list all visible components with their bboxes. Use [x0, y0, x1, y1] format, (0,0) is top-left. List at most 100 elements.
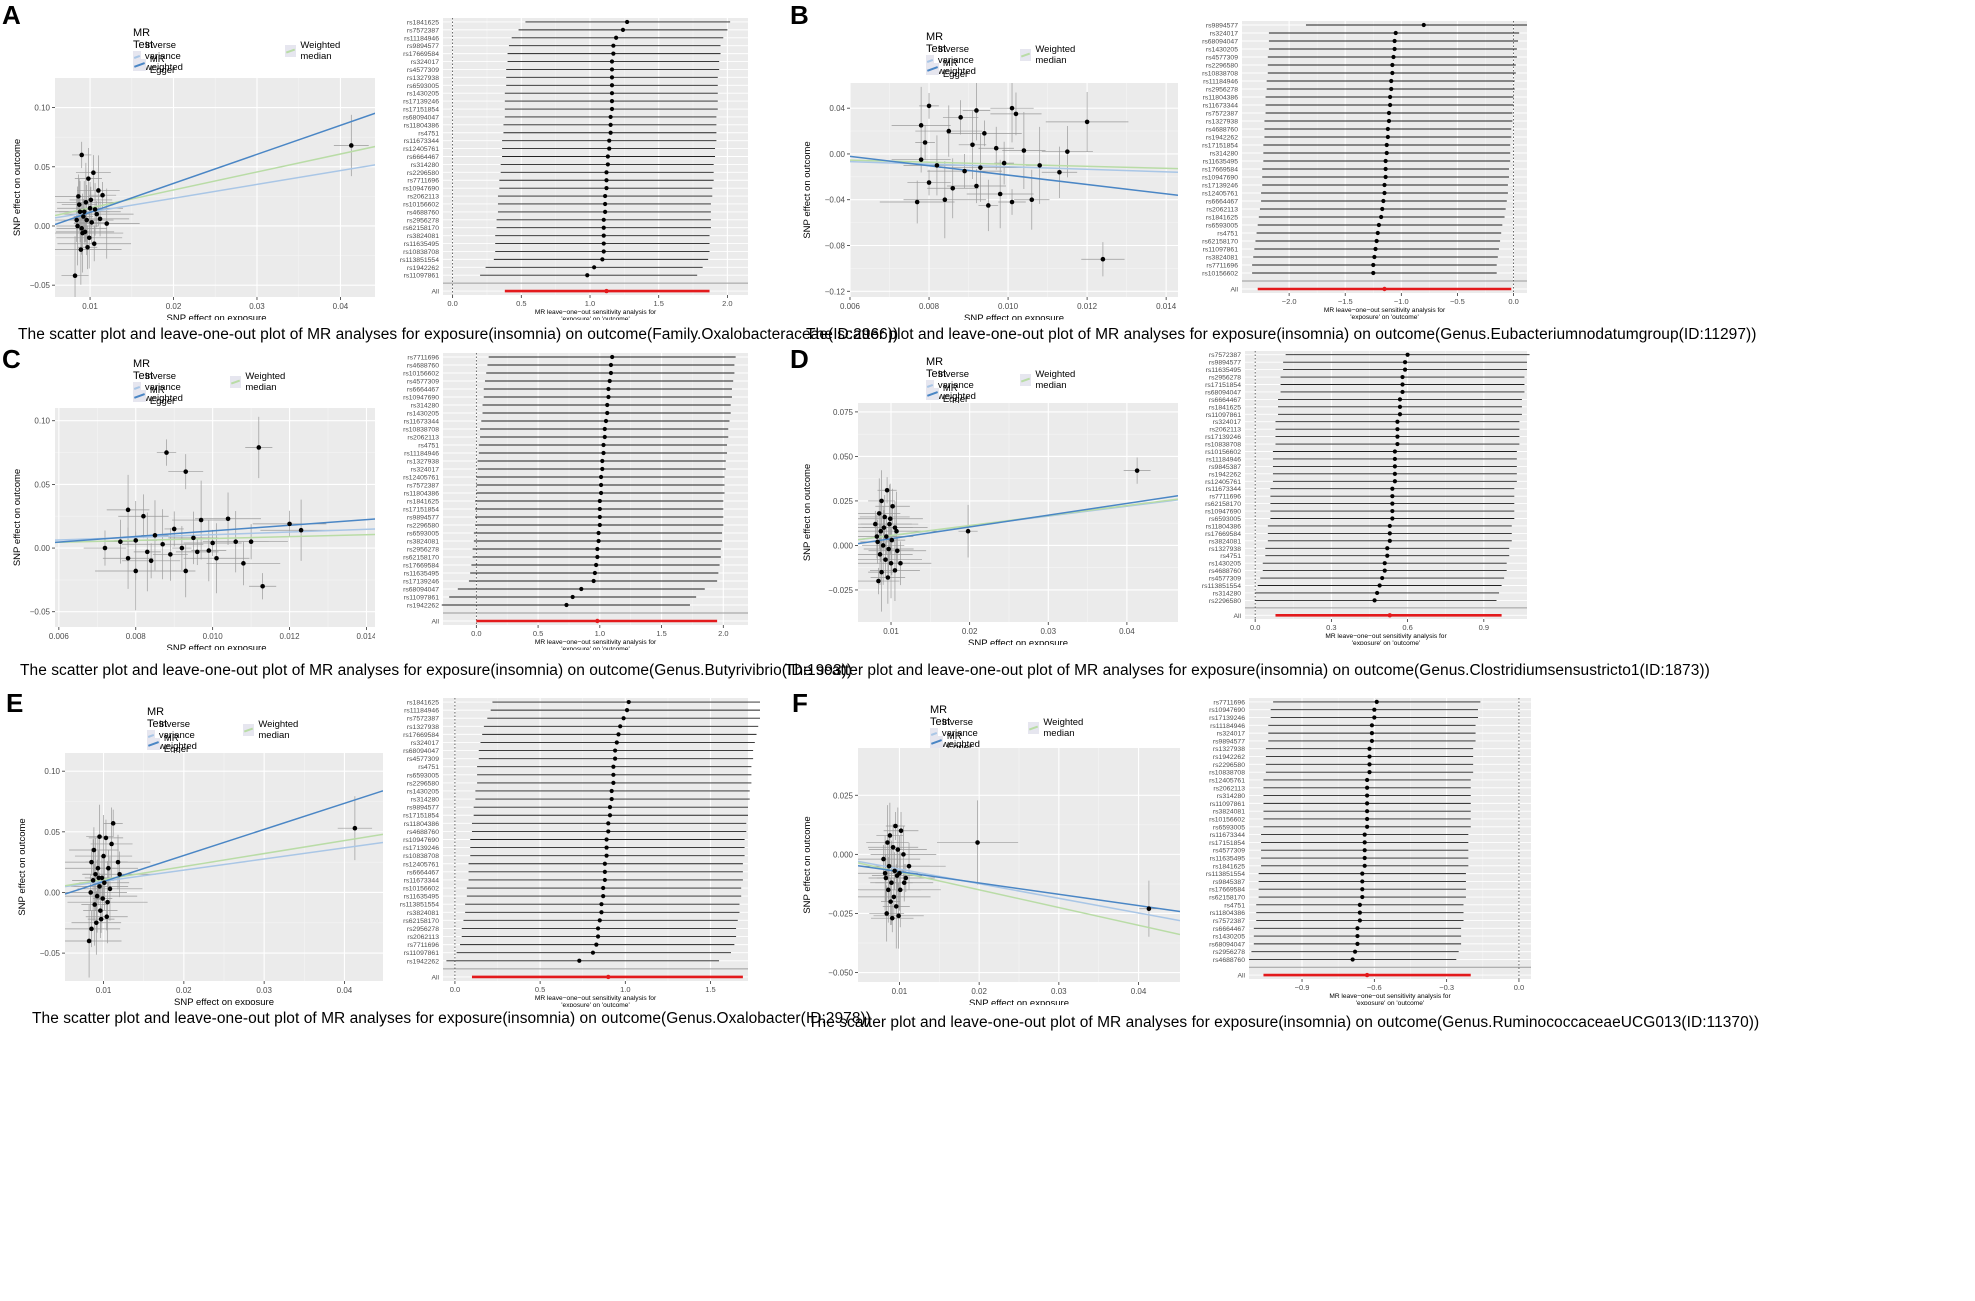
data-point	[97, 216, 103, 222]
snp-label: rs1430205	[407, 91, 439, 98]
scatter-chart-b: 0.006 0.008 0.010 0.012 0.014 −0.12 −0.08 −0.04…	[802, 83, 1178, 320]
snp-label: rs4577309	[1206, 55, 1238, 62]
data-point	[888, 899, 893, 904]
snp-label: rs17151854	[1209, 840, 1245, 847]
legend-wm: Weighted median	[1020, 44, 1082, 66]
estimate-point	[611, 43, 616, 48]
snp-label: rs10947690	[1205, 509, 1241, 516]
estimate-point	[1357, 918, 1362, 923]
plot-background	[1249, 698, 1531, 979]
legend-ivw: Inverse variance weighted	[926, 44, 986, 77]
snp-label: rs324017	[1210, 31, 1239, 38]
estimate-point	[607, 378, 612, 384]
data-point	[970, 142, 975, 148]
snp-label: rs1841625	[1206, 215, 1238, 222]
estimate-point	[1388, 94, 1393, 100]
estimate-point	[1397, 397, 1403, 402]
estimate-point	[604, 853, 609, 858]
estimate-point	[1375, 230, 1380, 236]
y-tick-label: 0.00	[34, 544, 50, 553]
legend-egger: MR Egger	[930, 731, 977, 753]
snp-label: rs17669584	[1209, 887, 1245, 894]
data-point	[876, 578, 881, 584]
estimate-point	[608, 130, 613, 135]
snp-label: rs1841625	[407, 499, 439, 506]
legend-ivw-label: Inverse variance weighted	[937, 44, 976, 77]
y-tick-label: −0.025	[828, 586, 853, 595]
data-point	[882, 514, 888, 520]
estimate-point	[1367, 754, 1372, 759]
estimate-point	[1421, 22, 1426, 28]
all-label: All	[431, 619, 439, 626]
snp-label: rs3824081	[1213, 809, 1245, 816]
data-point	[90, 878, 96, 883]
estimate-point	[598, 490, 604, 496]
estimate-point	[1392, 449, 1397, 454]
legend-egger-label: MR Egger	[942, 383, 969, 405]
legend-wm: Weighted median	[285, 40, 347, 62]
legend-wm: Weighted median	[1020, 369, 1082, 391]
estimate-point	[601, 450, 606, 456]
data-point	[79, 226, 85, 231]
snp-label: rs113851554	[1202, 583, 1241, 590]
y-tick-label: −0.050	[828, 969, 853, 978]
x-axis-label-line2: 'exposure' on 'outcome'	[561, 316, 629, 320]
x-tick-label: 0.04	[1119, 627, 1135, 636]
data-point	[879, 498, 884, 504]
plot-area	[858, 457, 1178, 612]
estimate-point	[1355, 933, 1360, 939]
snp-label: rs1327938	[407, 724, 439, 731]
snp-label: rs3824081	[1206, 255, 1238, 262]
estimate-point	[1372, 254, 1377, 260]
snp-label: rs68094047	[1202, 39, 1238, 46]
snp-label: rs62158170	[403, 225, 439, 232]
estimate-point	[1384, 142, 1389, 148]
legend-wm: Weighted median	[243, 719, 305, 741]
estimate-point	[1383, 166, 1388, 172]
estimate-point	[1365, 824, 1370, 829]
all-estimate-point	[604, 288, 609, 294]
data-point	[100, 896, 106, 901]
estimate-point	[601, 894, 606, 899]
x-axis-label: SNP effect on exposure	[969, 998, 1069, 1005]
estimate-point	[1387, 531, 1392, 536]
y-tick-label: −0.04	[825, 196, 846, 205]
snp-label: rs7711696	[407, 355, 439, 362]
estimate-point	[1355, 941, 1360, 946]
x-tick-label: −0.5	[1450, 297, 1465, 306]
x-tick-label: 0.6	[1402, 623, 1412, 632]
legend-ivw-label: Inverse variance weighted	[144, 40, 183, 73]
estimate-point	[1362, 832, 1367, 837]
snp-label: rs12405761	[1209, 777, 1245, 784]
estimate-point	[605, 154, 610, 159]
estimate-point	[1387, 538, 1392, 543]
y-tick-label: 0.10	[34, 104, 50, 113]
snp-label: rs6593005	[1209, 516, 1241, 523]
y-tick-label: −0.025	[828, 909, 853, 918]
estimate-point	[1365, 785, 1370, 790]
snp-label: rs11673344	[404, 419, 440, 426]
snp-label: rs314280	[1213, 590, 1242, 597]
snp-label: rs4751	[1220, 553, 1241, 560]
snp-label: rs1841625	[1209, 404, 1241, 411]
estimate-point	[607, 805, 613, 810]
snp-label: rs314280	[411, 797, 440, 804]
data-point	[901, 880, 907, 886]
estimate-point	[1352, 949, 1358, 954]
snp-label: rs2956278	[1213, 949, 1245, 956]
snp-label: rs4577309	[407, 379, 439, 386]
data-point	[171, 526, 177, 532]
snp-label: rs12405761	[403, 146, 439, 153]
snp-label: rs1841625	[1213, 863, 1245, 870]
legend-title: MR Test	[926, 31, 947, 55]
estimate-point	[603, 418, 609, 424]
estimate-point	[609, 75, 615, 80]
y-tick-label: 0.00	[34, 222, 50, 231]
data-point	[84, 217, 90, 223]
estimate-point	[1390, 70, 1395, 76]
panel-label: A	[2, 0, 21, 30]
data-point	[895, 548, 900, 554]
data-point	[887, 833, 893, 838]
snp-label: rs314280	[1217, 793, 1246, 800]
data-point	[191, 535, 196, 541]
